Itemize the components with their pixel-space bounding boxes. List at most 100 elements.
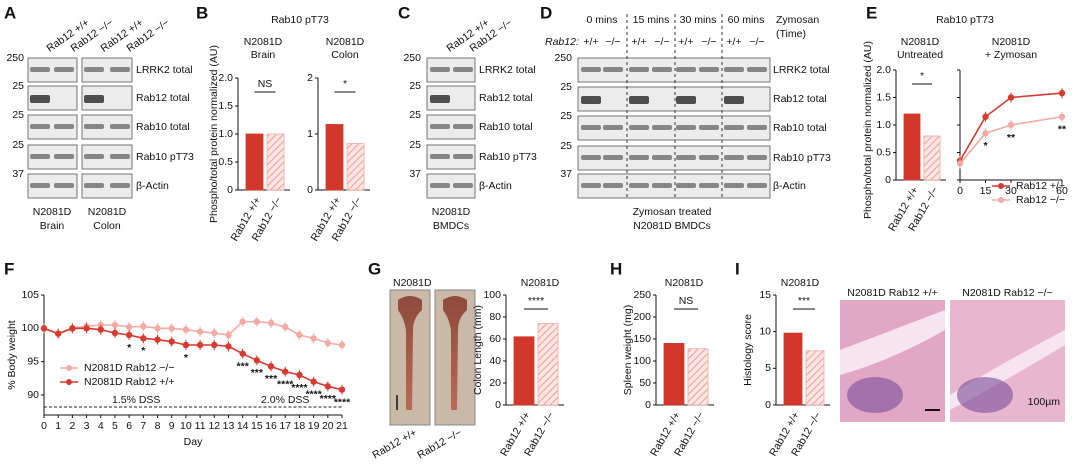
- band-label: β-Actin: [773, 180, 806, 192]
- y-tick-label: 40: [489, 355, 501, 367]
- y-axis-label: Phospho/total protein normalized (AU): [862, 41, 874, 219]
- blot-band: [652, 183, 672, 188]
- band-label: Rab10 total: [479, 121, 533, 133]
- blot-band: [629, 67, 649, 72]
- legend-marker: [66, 379, 72, 385]
- genotype: +/+: [631, 36, 646, 48]
- band-label: LRRK2 total: [773, 64, 830, 76]
- treatment-label: (Time): [776, 28, 806, 40]
- genotype: −/−: [654, 36, 669, 48]
- blot-band: [581, 125, 601, 130]
- y-axis-label: Histology score: [742, 314, 754, 386]
- blot-band: [724, 67, 744, 72]
- point: [211, 329, 218, 337]
- blot-band: [629, 183, 649, 188]
- blot-band: [430, 183, 450, 188]
- blot-band: [581, 183, 601, 188]
- mw-label: 25: [409, 80, 421, 92]
- legend-label: Rab12 −/−: [1016, 194, 1065, 206]
- y-tick-label: 1.5: [218, 100, 233, 112]
- point: [225, 343, 232, 350]
- time-label: 15 mins: [633, 14, 670, 26]
- blot-band: [603, 67, 623, 72]
- panel-letter: F: [4, 259, 14, 278]
- point: [1058, 89, 1066, 97]
- panel-letter: D: [540, 3, 552, 22]
- significance: ****: [291, 382, 308, 394]
- y-tick-label: 250: [633, 289, 651, 301]
- significance: ****: [277, 378, 294, 390]
- chart-title: N2081D: [665, 277, 704, 289]
- blot-band: [54, 124, 74, 129]
- point: [211, 341, 218, 349]
- y-tick-label: 95: [27, 355, 39, 367]
- blot-band: [747, 67, 767, 72]
- point: [239, 318, 246, 325]
- x-tick-label: 16: [265, 420, 277, 432]
- panel-letter: G: [368, 259, 381, 278]
- blot-band: [84, 183, 104, 188]
- mw-label: 250: [6, 52, 24, 64]
- group-label: Brain: [40, 220, 65, 232]
- mw-label: 25: [409, 109, 421, 121]
- band-label: LRRK2 total: [479, 64, 536, 76]
- blot-band: [30, 67, 50, 72]
- group-label: N2081D: [88, 206, 127, 218]
- genotype: −/−: [749, 36, 764, 48]
- blot-band: [84, 95, 104, 103]
- point: [324, 339, 332, 347]
- point: [140, 335, 147, 342]
- blot-band: [110, 154, 130, 159]
- blot-band: [84, 67, 104, 72]
- significance: ***: [265, 373, 278, 385]
- blot-band: [652, 67, 672, 72]
- point: [196, 341, 204, 349]
- blot-band: [629, 155, 649, 160]
- significance: *: [141, 345, 146, 357]
- y-tick-label: 200: [633, 311, 651, 323]
- panel-letter: E: [866, 3, 877, 22]
- x-tick-label: 9: [169, 420, 175, 432]
- bar: [537, 323, 559, 406]
- y-tick-label: 100: [483, 289, 501, 301]
- series-line: [959, 92, 1063, 162]
- y-axis-label: % Body weight: [6, 320, 18, 390]
- y-tick-label: 0: [645, 399, 651, 411]
- y-tick-label: 2: [307, 72, 313, 84]
- y-tick-label: 50: [639, 377, 651, 389]
- blot-band: [629, 125, 649, 130]
- blot-band: [430, 154, 450, 159]
- blot-band: [699, 183, 719, 188]
- y-tick-label: 15: [759, 289, 771, 301]
- bar: [783, 332, 803, 406]
- blot-band: [676, 67, 696, 72]
- mw-label: 25: [12, 80, 24, 92]
- image-title: N2081D: [393, 277, 432, 289]
- tissue-layer: [840, 310, 945, 375]
- point: [40, 325, 48, 332]
- y-tick-label: 1.5: [876, 91, 891, 103]
- point: [310, 378, 317, 385]
- band-label: Rab10 total: [773, 122, 827, 134]
- point: [982, 113, 989, 120]
- genotype: −/−: [701, 36, 716, 48]
- chart-subtitle: + Zymosan: [985, 49, 1037, 61]
- x-tick-label: 11: [195, 420, 206, 432]
- point: [338, 341, 346, 349]
- x-tick-label: 4: [98, 420, 104, 432]
- image-label: N2081D Rab12 −/−: [962, 287, 1052, 299]
- chart-subtitle: Untreated: [897, 49, 943, 61]
- blot-band: [603, 125, 623, 130]
- point: [338, 386, 346, 393]
- significance: ***: [237, 360, 250, 372]
- y-tick-label: 20: [489, 377, 501, 389]
- blot-band: [724, 96, 744, 104]
- blot-band: [724, 183, 744, 188]
- bar: [923, 135, 941, 181]
- blot-band: [54, 183, 74, 188]
- band-label: β-Actin: [479, 180, 512, 192]
- y-tick-label: 0.5: [218, 156, 233, 168]
- significance: ****: [305, 388, 322, 400]
- mw-label: 25: [12, 109, 24, 121]
